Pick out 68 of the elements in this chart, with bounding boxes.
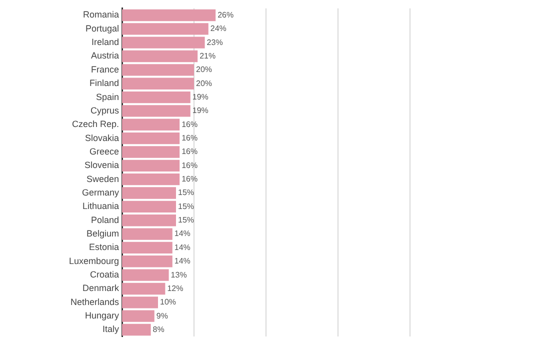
- data-label: 20%: [196, 78, 212, 88]
- y-tick-label: Spain: [96, 92, 119, 102]
- bar: [122, 132, 180, 144]
- y-tick-label: Belgium: [86, 228, 119, 239]
- bar: [122, 50, 198, 62]
- data-label: 16%: [182, 174, 198, 184]
- data-label: 14%: [174, 256, 190, 266]
- data-label: 15%: [178, 216, 194, 225]
- bar: [122, 78, 194, 90]
- data-label: 20%: [196, 65, 212, 74]
- y-tick-label: Estonia: [88, 242, 119, 252]
- y-tick-label: Croatia: [90, 270, 119, 280]
- y-tick-label: Ireland: [91, 37, 119, 48]
- bar: [122, 282, 166, 295]
- y-tick-label: Denmark: [82, 283, 120, 294]
- y-tick-label: Portugal: [85, 23, 119, 34]
- data-label: 23%: [206, 38, 223, 47]
- data-label: 16%: [182, 147, 198, 156]
- bar: [122, 160, 180, 172]
- y-tick-label: Luxembourg: [68, 256, 119, 266]
- data-label: 9%: [156, 311, 168, 320]
- y-tick-label: Austria: [90, 50, 119, 61]
- data-label: 24%: [210, 24, 226, 34]
- y-tick-label: Germany: [82, 187, 120, 198]
- bar: [122, 256, 172, 268]
- y-tick-label: Lithuania: [82, 201, 119, 212]
- y-tick-label: Italy: [102, 324, 120, 334]
- data-label: 21%: [200, 51, 216, 60]
- bar: [122, 105, 190, 117]
- bar: [122, 214, 176, 226]
- bar: [122, 173, 180, 186]
- y-tick-label: France: [90, 64, 119, 74]
- data-label: 19%: [192, 106, 208, 116]
- data-label: 26%: [218, 10, 234, 20]
- bar: [122, 64, 194, 76]
- data-label: 8%: [152, 324, 164, 334]
- y-tick-label: Finland: [89, 78, 119, 88]
- y-tick-label: Poland: [90, 214, 119, 225]
- bar: [122, 91, 190, 104]
- data-label: 16%: [182, 120, 198, 129]
- y-tick-label: Greece: [89, 146, 119, 156]
- y-tick-label: Slovenia: [84, 160, 119, 170]
- data-label: 12%: [167, 284, 184, 293]
- y-tick-label: Czech Rep.: [72, 119, 119, 130]
- data-label: 16%: [182, 134, 198, 143]
- y-tick-label: Cyprus: [90, 105, 120, 116]
- data-label: 10%: [160, 298, 176, 307]
- bar: [122, 324, 151, 336]
- y-tick-label: Sweden: [86, 174, 119, 184]
- data-label: 16%: [182, 160, 198, 170]
- data-label: 19%: [192, 92, 208, 102]
- bar: [122, 200, 176, 213]
- bar: [122, 187, 176, 199]
- bar: [122, 269, 169, 281]
- data-label: 15%: [178, 188, 194, 198]
- data-label: 14%: [174, 242, 190, 252]
- data-label: 13%: [170, 270, 187, 280]
- bar: [122, 146, 180, 158]
- data-label: 14%: [174, 229, 190, 238]
- bar: [122, 242, 172, 254]
- bar: [122, 118, 180, 130]
- y-tick-label: Hungary: [84, 310, 120, 321]
- bar: [122, 228, 172, 240]
- y-tick-label: Slovakia: [84, 132, 119, 143]
- bar: [122, 9, 216, 22]
- data-label: 15%: [178, 202, 194, 211]
- y-tick-label: Romania: [82, 10, 119, 20]
- y-tick-label: Netherlands: [70, 296, 120, 307]
